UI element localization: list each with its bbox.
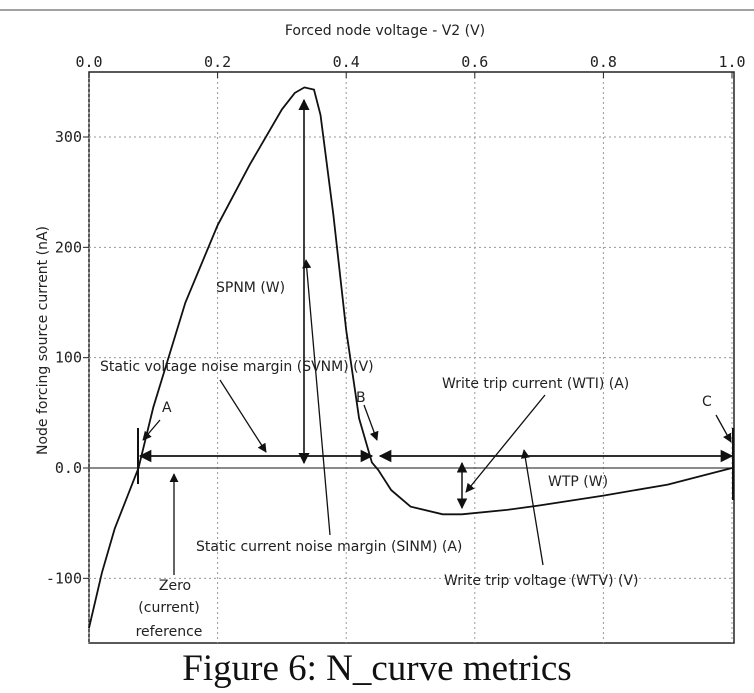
label-wtv: Write trip voltage (WTV) (V) <box>444 573 639 589</box>
n-curve-chart: Forced node voltage - V2 (V) Node forcin… <box>0 9 754 644</box>
label-zero-line1: Zero <box>159 578 191 594</box>
n-curve-series-line <box>88 86 733 629</box>
label-spnm: SPNM (W) <box>216 280 285 296</box>
x-tick-label: 0.6 <box>461 53 488 71</box>
y-tick-label: -100 <box>46 569 82 587</box>
pointer-a <box>142 419 161 441</box>
label-wtp: WTP (W) <box>548 474 608 490</box>
x-tick-label: 0.4 <box>333 53 360 71</box>
figure-caption: Figure 6: N_curve metrics <box>182 648 572 689</box>
y-axis-title: Node forcing source current (nA) <box>35 226 51 455</box>
x-tick-label: 0.2 <box>204 53 231 71</box>
y-tick-label: 0.0 <box>55 459 82 477</box>
pointer-wtv <box>520 449 544 566</box>
label-sinm: Static current noise margin (SINM) (A) <box>196 539 462 555</box>
pointer-sinm <box>302 259 331 536</box>
pointer-svnm <box>219 379 267 453</box>
y-tick-label: 200 <box>55 238 82 256</box>
pointer-c <box>715 414 732 443</box>
label-wti: Write trip current (WTI) (A) <box>442 376 629 392</box>
pointer-wti <box>465 394 546 493</box>
x-tick-label: 1.0 <box>718 53 745 71</box>
pointer-b <box>363 404 379 441</box>
label-zero-line2: (current) <box>138 600 199 616</box>
label-zero-line3: reference <box>136 624 203 640</box>
x-tick-label: 0.0 <box>75 53 102 71</box>
x-axis-title: Forced node voltage - V2 (V) <box>285 23 485 39</box>
label-svnm: Static voltage noise margin (SVNM) (V) <box>100 359 374 375</box>
label-point-a: A <box>162 400 172 416</box>
label-point-b: B <box>356 390 366 406</box>
label-point-c: C <box>702 394 712 410</box>
x-tick-label: 0.8 <box>590 53 617 71</box>
y-tick-label: 300 <box>55 128 82 146</box>
y-tick-label: 100 <box>55 349 82 367</box>
